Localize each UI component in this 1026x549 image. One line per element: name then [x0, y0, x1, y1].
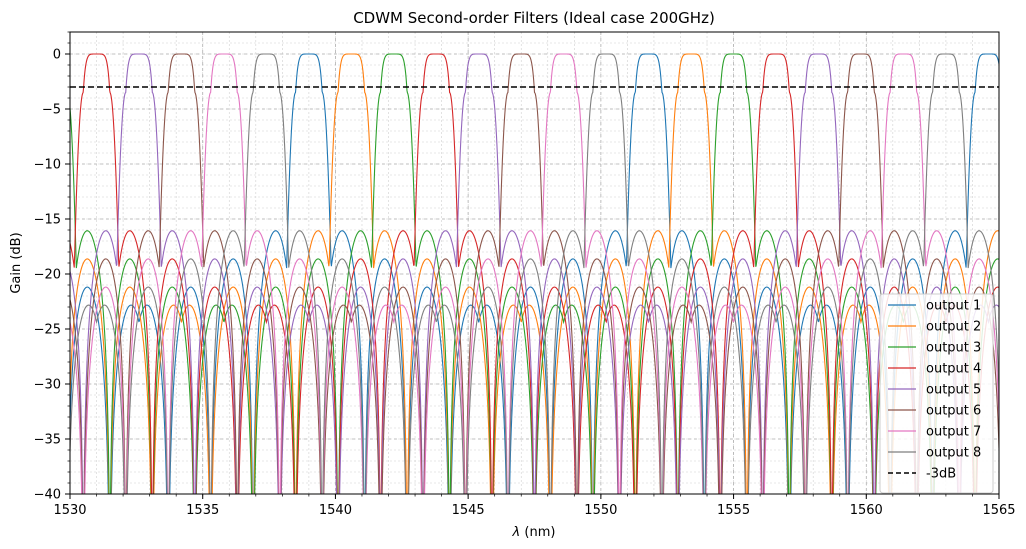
legend-label: output 6 [926, 404, 981, 419]
series-line-output-5 [70, 53, 999, 494]
y-axis-label: Gain (dB) [9, 232, 24, 293]
chart-title: CDWM Second-order Filters (Ideal case 20… [353, 9, 715, 27]
legend-label: output 3 [926, 341, 981, 356]
y-tick-label: −35 [34, 433, 61, 448]
legend-label: output 7 [926, 425, 981, 440]
x-tick-label: 1540 [319, 503, 352, 518]
x-tick-label: 1565 [982, 503, 1015, 518]
x-tick-label: 1545 [452, 503, 485, 518]
axis-tick-labels: 1530 1535 1540 1545 1550 1555 1560 1565 0 −5 −10 −1… [34, 48, 1016, 519]
series-line-output-3 [70, 53, 999, 494]
y-tick-label: −30 [34, 378, 61, 393]
legend-label: output 1 [926, 299, 981, 314]
legend-label: -3dB [926, 467, 956, 482]
series-line-output-6 [70, 53, 999, 494]
legend-label: output 5 [926, 383, 981, 398]
series-line-output-1 [70, 53, 999, 494]
legend-label: output 4 [926, 362, 981, 377]
series-layer [70, 53, 999, 494]
series-line-output-2 [70, 53, 999, 494]
x-tick-label: 1550 [584, 503, 617, 518]
y-tick-label: −40 [34, 488, 61, 503]
y-tick-label: −15 [34, 213, 61, 228]
x-tick-label: 1560 [850, 503, 883, 518]
x-axis-label: λ (nm) [512, 525, 556, 540]
y-tick-label: −20 [34, 268, 61, 283]
y-tick-label: −25 [34, 323, 61, 338]
legend-label: output 8 [926, 446, 981, 461]
y-tick-label: 0 [53, 48, 61, 63]
x-tick-label: 1530 [53, 503, 86, 518]
y-tick-label: −10 [34, 158, 61, 173]
legend-box [879, 293, 994, 494]
series-line-output-7 [70, 53, 999, 494]
y-tick-label: −5 [42, 103, 61, 118]
legend-label: output 2 [926, 320, 981, 335]
x-tick-label: 1555 [717, 503, 750, 518]
legend: output 1 output 2 output 3 output 4 output 5… [879, 293, 994, 494]
axis-ticks [65, 31, 1000, 499]
x-tick-label: 1535 [186, 503, 219, 518]
series-line-output-4 [70, 53, 999, 494]
series-line-output-8 [70, 53, 999, 494]
